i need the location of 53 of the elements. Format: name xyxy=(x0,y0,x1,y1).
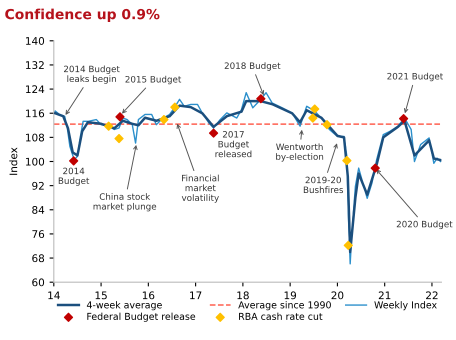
annotation: China stock market plunge xyxy=(94,193,156,212)
point xyxy=(256,94,266,104)
point xyxy=(159,114,169,124)
y-tick-label: 60 xyxy=(32,278,44,286)
x-tick-label: 19 xyxy=(284,291,296,300)
legend-label: RBA cash rate cut xyxy=(239,312,322,320)
point xyxy=(115,112,125,122)
point xyxy=(208,128,218,138)
y-tick-label: 100 xyxy=(26,158,44,166)
y-tick-label: 108 xyxy=(26,134,44,142)
legend-label: Federal Budget release xyxy=(87,312,196,322)
y-tick-label: 140 xyxy=(26,37,44,45)
y-tick-label: 68 xyxy=(32,254,44,262)
point xyxy=(398,114,408,124)
x-tick-label: 17 xyxy=(190,292,202,300)
legend-label: Average since 1990 xyxy=(238,301,331,310)
annotation: 2017 Budget released xyxy=(215,131,252,158)
annotation: Wentworth by-election xyxy=(276,143,324,162)
y-tick-label: 124 xyxy=(26,85,44,94)
y-tick-label: 76 xyxy=(32,230,44,238)
point xyxy=(170,102,180,112)
point xyxy=(308,113,318,123)
x-tick-label: 20 xyxy=(332,291,344,300)
annotation: 2014 Budget leaks begin xyxy=(64,65,120,84)
point xyxy=(114,134,124,144)
annotation: Financial market volatility xyxy=(182,174,219,203)
y-tick-label: 116 xyxy=(26,109,44,118)
x-tick-label: 14 xyxy=(48,292,60,300)
x-tick-label: 15 xyxy=(96,292,107,300)
point xyxy=(344,240,353,250)
point xyxy=(322,120,332,130)
chart-title: Confidence up 0.9% xyxy=(5,8,160,22)
point xyxy=(69,156,78,166)
x-tick-label: 22 xyxy=(426,291,438,300)
y-tick-label: 92 xyxy=(32,182,44,190)
annotation: 2014 Budget xyxy=(58,168,90,186)
y-tick-label: 132 xyxy=(26,61,44,70)
legend-label: Weekly Index xyxy=(374,301,437,310)
point xyxy=(104,122,114,131)
annotation: 2020 Budget xyxy=(396,220,452,230)
point xyxy=(342,156,352,166)
y-axis-title: Index xyxy=(9,148,18,175)
x-tick-label: 16 xyxy=(142,291,154,300)
annotation: 2019-20 Bushfires xyxy=(304,176,344,194)
x-tick-label: 18 xyxy=(237,291,249,300)
x-tick-label: 21 xyxy=(378,291,390,300)
y-tick-label: 84 xyxy=(32,206,44,214)
point xyxy=(310,104,320,114)
annotation: 2021 Budget xyxy=(387,72,443,82)
legend-label: 4-week average xyxy=(86,301,162,310)
annotation: 2018 Budget xyxy=(224,62,280,71)
annotation: 2015 Budget xyxy=(125,76,182,84)
point xyxy=(370,164,380,173)
